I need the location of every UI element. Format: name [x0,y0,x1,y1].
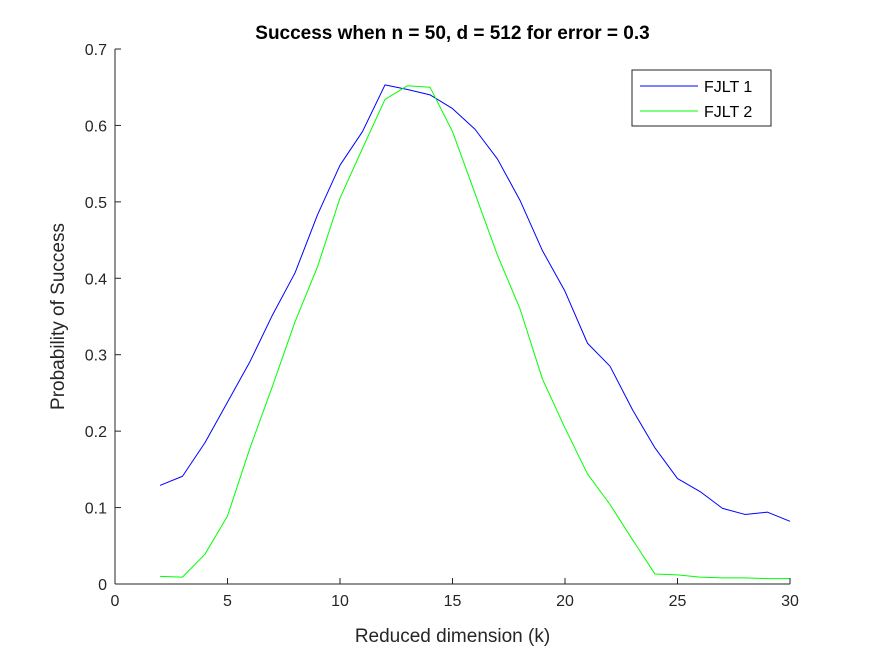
chart-title: Success when n = 50, d = 512 for error =… [255,23,649,44]
plot-area [115,49,790,584]
x-tick-label: 25 [669,593,687,610]
series-line-1 [159,84,791,522]
y-tick-label: 0 [98,577,107,594]
x-tick-label: 0 [111,593,120,610]
y-tick-label: 0.1 [85,501,107,518]
axis-layer: 0 5 10 15 20 25 30 0 0.1 0.2 0.3 0.4 0.5 0.6 0.7 [85,42,799,610]
y-tick-label: 0.2 [85,424,107,441]
legend: FJLT 1 FJLT 2 [631,69,772,127]
legend-label-fjlt-2: FJLT 2 [704,104,752,121]
x-tick-label: 20 [556,593,574,610]
x-tick-label: 5 [223,593,232,610]
x-tick-label: 15 [444,593,462,610]
series-line-2 [159,85,790,580]
y-tick-label: 0.6 [85,118,107,135]
y-tick-label: 0.3 [85,348,107,365]
y-tick-label: 0.4 [85,271,107,288]
x-tick-label: 10 [331,593,349,610]
series-layer [159,84,791,580]
x-tick-label: 30 [781,593,799,610]
legend-box [631,69,772,127]
x-axis-title: Reduced dimension (k) [355,626,550,647]
y-tick-label: 0.7 [85,42,107,59]
y-tick-label: 0.5 [85,195,107,212]
legend-label-fjlt-1: FJLT 1 [704,79,752,96]
y-axis-title: Probability of Success [48,223,69,410]
